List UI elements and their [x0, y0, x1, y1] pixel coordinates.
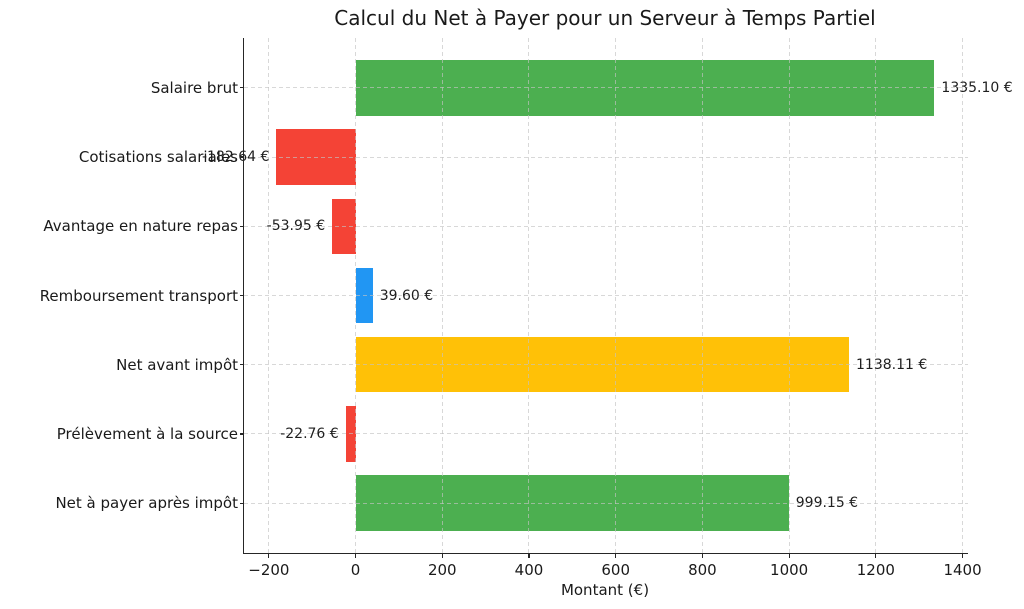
bar-value-label: -182.64 €	[201, 149, 270, 166]
x-tick-mark	[528, 554, 530, 558]
y-tick-mark	[239, 364, 244, 366]
gridline-horizontal	[243, 156, 968, 158]
x-tick-label: 200	[427, 561, 457, 579]
x-tick-mark	[354, 554, 357, 558]
x-tick-label: 800	[688, 561, 717, 579]
y-tick-label: Salaire brut	[150, 78, 238, 97]
y-tick-mark	[239, 433, 244, 435]
y-tick-label: Remboursement transport	[39, 286, 238, 305]
x-tick-label: 600	[601, 561, 631, 579]
x-axis-label: Montant (€)	[560, 581, 650, 599]
bar-value-label: 1138.11 €	[856, 356, 928, 373]
y-tick-label: Avantage en nature repas	[43, 217, 238, 236]
y-tick-label: Net à payer après impôt	[55, 494, 238, 513]
x-tick-label: −200	[248, 561, 290, 579]
gridline-horizontal	[243, 433, 968, 435]
x-tick-label: 1000	[770, 561, 809, 579]
x-tick-mark	[701, 554, 703, 558]
x-tick-label: 400	[514, 561, 544, 579]
y-tick-label: Cotisations salariales	[78, 148, 238, 167]
x-tick-label: 1200	[856, 561, 895, 579]
bar-value-label: 39.60 €	[379, 287, 434, 304]
y-tick-label: Net avant impôt	[116, 355, 238, 374]
gridline-horizontal	[243, 295, 968, 296]
y-axis-spine	[242, 38, 245, 555]
chart-title: Calcul du Net à Payer pour un Serveur à …	[334, 6, 876, 30]
y-tick-mark	[239, 294, 244, 297]
gridline-horizontal	[243, 225, 968, 227]
bar-value-label: 1335.10 €	[941, 79, 1013, 96]
y-tick-label: Prélèvement à la source	[56, 424, 238, 443]
x-tick-label: 0	[350, 561, 361, 579]
bar-value-label: -53.95 €	[266, 218, 326, 235]
x-tick-mark	[268, 554, 270, 558]
x-tick-mark	[615, 554, 617, 558]
x-axis-spine	[242, 553, 968, 555]
gridline-horizontal	[243, 87, 968, 89]
y-tick-mark	[239, 87, 244, 89]
x-tick-mark	[441, 554, 443, 558]
gridline-horizontal	[243, 364, 968, 366]
bar-value-label: -22.76 €	[280, 425, 339, 442]
x-tick-mark	[875, 554, 877, 558]
x-tick-mark	[961, 554, 964, 558]
y-tick-mark	[239, 502, 244, 504]
y-tick-mark	[239, 156, 244, 158]
x-tick-label: 1400	[943, 561, 982, 579]
x-tick-mark	[788, 554, 790, 558]
y-tick-mark	[239, 225, 244, 227]
gridline-horizontal	[243, 502, 968, 504]
bar-value-label: 999.15 €	[795, 495, 859, 512]
